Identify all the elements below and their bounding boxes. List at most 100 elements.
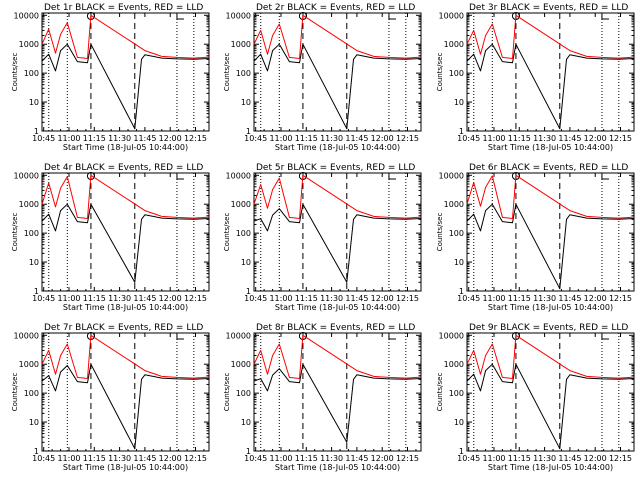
x-tick-label: 12:00 [159, 294, 182, 303]
x-tick-label: 11:15 [295, 294, 318, 303]
panel-8: Det 8r BLACK = Events, RED = LLD 1 10 100 10… [223, 323, 422, 472]
plot-frame [41, 332, 210, 452]
plot-frame [253, 172, 422, 292]
panel-4: Det 4r BLACK = Events, RED = LLD 1 10 100 10… [11, 163, 210, 312]
x-tick-label: 10:45 [457, 134, 480, 143]
orbit-marker-corner [388, 334, 396, 340]
y-tick-label: 1 [34, 287, 39, 296]
plot-frame [466, 172, 635, 292]
x-tick-label: 11:30 [320, 454, 343, 463]
x-tick-label: 10:45 [32, 454, 55, 463]
y-tick-label: 10 [454, 258, 464, 267]
series-events-line [253, 43, 422, 130]
x-axis-label: Start Time (18-Jul-05 10:44:00) [488, 143, 613, 152]
series-events-line [41, 363, 210, 450]
x-tick-label: 12:00 [584, 454, 607, 463]
x-axis-label: Start Time (18-Jul-05 10:44:00) [488, 463, 613, 472]
series-events-line [253, 203, 422, 283]
panel-title: Det 1r BLACK = Events, RED = LLD [44, 3, 203, 13]
x-tick-label: 11:30 [533, 134, 556, 143]
panel-title: Det 5r BLACK = Events, RED = LLD [256, 163, 415, 173]
x-tick-label: 12:00 [371, 294, 394, 303]
orbit-marker-corner [388, 14, 396, 20]
y-tick-label: 10000 [226, 171, 251, 180]
panel-title: Det 4r BLACK = Events, RED = LLD [44, 163, 203, 173]
y-tick-label: 100 [449, 69, 464, 78]
plot-frame [466, 332, 635, 452]
x-tick-label: 12:00 [584, 134, 607, 143]
y-tick-label: 10 [241, 98, 251, 107]
x-tick-label: 11:45 [345, 454, 368, 463]
y-tick-label: 100 [236, 389, 251, 398]
x-tick-label: 11:30 [108, 294, 131, 303]
y-tick-label: 10000 [439, 171, 464, 180]
x-tick-label: 11:15 [508, 134, 531, 143]
x-tick-label: 11:15 [508, 454, 531, 463]
series-lld-line [253, 174, 422, 219]
x-tick-label: 11:30 [108, 134, 131, 143]
series-lld-line [466, 334, 635, 379]
x-tick-label: 10:45 [457, 294, 480, 303]
y-tick-label: 100 [236, 229, 251, 238]
series-lld-line [41, 14, 210, 59]
y-tick-label: 10 [241, 258, 251, 267]
y-tick-label: 1 [246, 447, 251, 456]
orbit-marker-corner [388, 174, 396, 180]
y-tick-label: 100 [449, 229, 464, 238]
x-tick-label: 11:30 [533, 294, 556, 303]
x-tick-label: 10:45 [32, 134, 55, 143]
x-tick-label: 11:30 [320, 134, 343, 143]
y-tick-label: 1000 [444, 360, 464, 369]
x-tick-label: 11:45 [345, 134, 368, 143]
x-tick-label: 10:45 [244, 134, 267, 143]
x-axis-label: Start Time (18-Jul-05 10:44:00) [488, 303, 613, 312]
series-lld-line [253, 334, 422, 379]
y-tick-label: 10 [454, 98, 464, 107]
x-axis-label: Start Time (18-Jul-05 10:44:00) [275, 463, 400, 472]
panel-title: Det 3r BLACK = Events, RED = LLD [469, 3, 628, 13]
x-tick-label: 11:00 [269, 134, 292, 143]
y-axis-label: Counts/sec [11, 373, 19, 412]
orbit-marker-corner [176, 334, 184, 340]
y-axis-label: Counts/sec [223, 373, 231, 412]
y-tick-label: 1 [246, 127, 251, 136]
y-axis-label: Counts/sec [223, 53, 231, 92]
orbit-marker-corner [176, 14, 184, 20]
y-axis-label: Counts/sec [436, 373, 444, 412]
x-tick-label: 11:15 [83, 294, 106, 303]
x-tick-label: 11:00 [482, 294, 505, 303]
y-tick-label: 1 [34, 447, 39, 456]
y-axis-label: Counts/sec [436, 53, 444, 92]
panel-6: Det 6r BLACK = Events, RED = LLD 1 10 100 10… [436, 163, 635, 312]
panel-1: Det 1r BLACK = Events, RED = LLD 1 10 100 10… [11, 3, 210, 152]
panel-title: Det 2r BLACK = Events, RED = LLD [256, 3, 415, 13]
y-tick-label: 100 [449, 389, 464, 398]
y-tick-label: 10000 [14, 11, 39, 20]
y-tick-label: 10 [29, 258, 39, 267]
y-tick-label: 1000 [231, 200, 251, 209]
x-tick-label: 12:00 [371, 454, 394, 463]
series-lld-line [41, 334, 210, 379]
series-events-line [466, 203, 635, 290]
panel-7: Det 7r BLACK = Events, RED = LLD 1 10 100 10… [11, 323, 210, 472]
x-tick-label: 11:45 [558, 454, 581, 463]
x-tick-label: 12:00 [371, 134, 394, 143]
y-tick-label: 10000 [14, 331, 39, 340]
x-tick-label: 12:15 [184, 294, 207, 303]
y-axis-label: Counts/sec [11, 53, 19, 92]
y-tick-label: 10 [241, 418, 251, 427]
x-axis-label: Start Time (18-Jul-05 10:44:00) [275, 143, 400, 152]
x-tick-label: 10:45 [244, 454, 267, 463]
x-tick-label: 10:45 [244, 294, 267, 303]
x-tick-label: 12:15 [396, 294, 419, 303]
x-tick-label: 12:15 [184, 454, 207, 463]
x-axis-label: Start Time (18-Jul-05 10:44:00) [275, 303, 400, 312]
y-tick-label: 100 [24, 69, 39, 78]
y-axis-label: Counts/sec [223, 213, 231, 252]
x-axis-label: Start Time (18-Jul-05 10:44:00) [63, 143, 188, 152]
plot-frame [41, 172, 210, 292]
panel-9: Det 9r BLACK = Events, RED = LLD 1 10 100 10… [436, 323, 635, 472]
panel-3: Det 3r BLACK = Events, RED = LLD 1 10 100 10… [436, 3, 635, 152]
x-tick-label: 11:45 [133, 134, 156, 143]
